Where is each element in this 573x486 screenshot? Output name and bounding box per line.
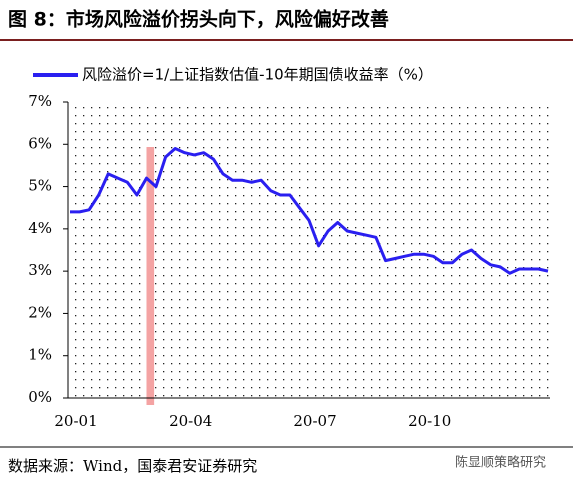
y-tick-label: 4%: [28, 219, 52, 237]
legend-label: 风险溢价=1/上证指数估值-10年期国债收益率（%）: [82, 66, 433, 84]
x-tick-label: 20-01: [54, 412, 97, 430]
y-tick-label: 7%: [28, 92, 52, 110]
line-series: [70, 147, 549, 275]
y-tick-label: 2%: [28, 303, 52, 321]
highlight-band: [146, 147, 155, 405]
x-tick-label: 20-04: [169, 412, 212, 430]
chart-title: 图 8：市场风险溢价拐头向下，风险偏好改善: [8, 8, 389, 31]
x-tick-label: 20-07: [293, 412, 336, 430]
source: 数据来源：Wind，国泰君安证券研究: [8, 457, 257, 475]
y-tick-label: 6%: [28, 134, 52, 152]
y-tick-label: 0%: [28, 388, 52, 406]
x-tick-label: 20-10: [408, 412, 451, 430]
y-tick-label: 1%: [28, 346, 52, 364]
y-tick-label: 3%: [28, 261, 52, 279]
plot-background: [68, 102, 550, 398]
watermark: 陈显顺策略研究: [455, 455, 546, 471]
y-tick-label: 5%: [28, 177, 52, 195]
